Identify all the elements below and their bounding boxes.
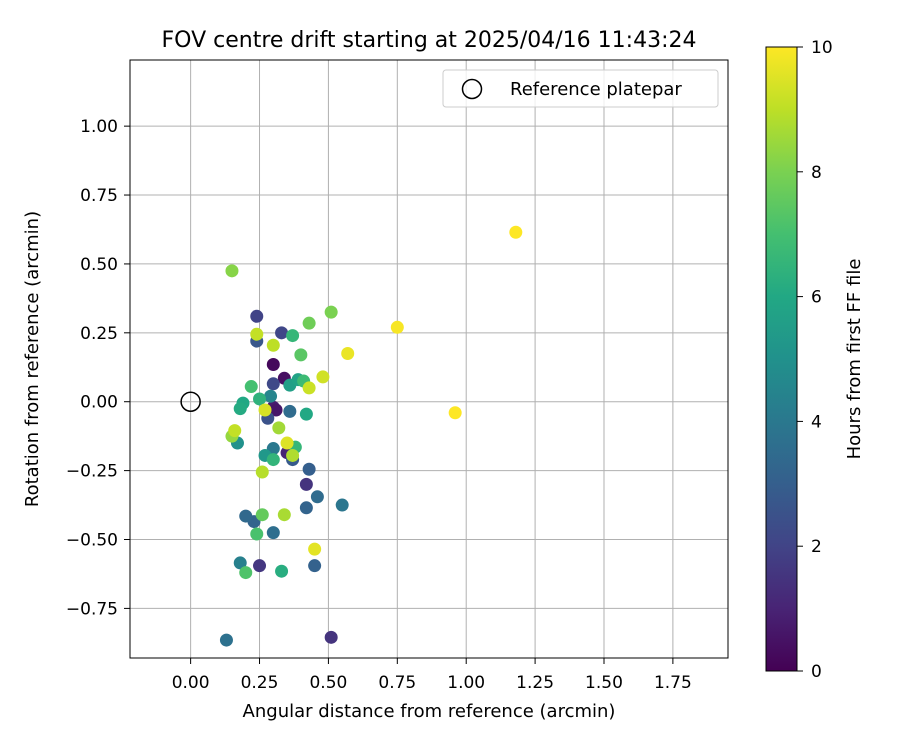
colorbar-gradient xyxy=(765,46,798,672)
data-point xyxy=(253,559,267,573)
data-point xyxy=(294,348,308,362)
legend-label-reference-platepar: Reference platepar xyxy=(510,79,682,100)
data-point xyxy=(286,448,300,462)
x-tick-label: 1.00 xyxy=(447,673,485,693)
data-point xyxy=(277,508,291,522)
data-point xyxy=(244,380,258,394)
x-tick-label: 1.75 xyxy=(654,673,692,693)
data-points xyxy=(219,225,523,647)
data-point xyxy=(250,327,264,341)
data-point xyxy=(239,566,253,580)
data-point xyxy=(280,436,294,450)
x-tick-label: 1.25 xyxy=(516,673,554,693)
data-point xyxy=(264,389,278,403)
colorbar-ticks: 0 2 4 6 8 10 xyxy=(797,38,833,682)
data-point xyxy=(233,556,247,570)
data-point xyxy=(308,542,322,556)
data-point xyxy=(225,264,239,278)
data-point xyxy=(299,501,313,515)
data-point xyxy=(275,564,289,578)
data-point xyxy=(233,402,247,416)
data-point xyxy=(272,421,286,435)
data-point xyxy=(219,633,233,647)
data-point xyxy=(266,526,280,540)
colorbar-tick-label: 8 xyxy=(811,163,822,183)
data-point xyxy=(324,630,338,644)
y-axis-ticks: −0.75 −0.50 −0.25 0.00 0.25 0.50 0.75 1.00 xyxy=(66,117,130,619)
data-point xyxy=(316,370,330,384)
data-point xyxy=(239,509,253,523)
data-point xyxy=(448,406,462,420)
x-tick-label: 0.00 xyxy=(172,673,210,693)
data-point xyxy=(335,498,349,512)
y-axis-label: Rotation from reference (arcmin) xyxy=(22,211,43,507)
y-tick-label: 1.00 xyxy=(80,117,118,137)
colorbar: 0 2 4 6 8 10 Hours from first FF file xyxy=(765,38,865,682)
data-point xyxy=(310,490,324,504)
y-tick-label: −0.50 xyxy=(66,531,118,551)
chart-title: FOV centre drift starting at 2025/04/16 … xyxy=(162,28,697,53)
y-tick-label: 0.75 xyxy=(80,186,118,206)
y-tick-label: −0.25 xyxy=(66,462,118,482)
colorbar-tick-label: 10 xyxy=(811,38,833,58)
data-point xyxy=(266,453,280,467)
data-point xyxy=(390,320,404,334)
data-point xyxy=(255,465,269,479)
plot-frame xyxy=(129,59,729,659)
data-point xyxy=(255,508,269,522)
data-point xyxy=(258,403,272,417)
data-point xyxy=(299,477,313,491)
reference-platepar-marker xyxy=(180,391,201,412)
y-tick-label: 0.25 xyxy=(80,324,118,344)
y-tick-label: 0.00 xyxy=(80,393,118,413)
data-point xyxy=(509,225,523,239)
data-point xyxy=(283,404,297,418)
data-point xyxy=(266,358,280,372)
colorbar-tick-label: 0 xyxy=(811,662,822,682)
y-tick-label: 0.50 xyxy=(80,255,118,275)
x-axis-label: Angular distance from reference (arcmin) xyxy=(243,701,616,722)
data-point xyxy=(308,559,322,573)
data-point xyxy=(302,462,316,476)
colorbar-tick-label: 4 xyxy=(811,412,822,432)
data-point xyxy=(324,305,338,319)
colorbar-label: Hours from first FF file xyxy=(844,259,865,460)
data-point xyxy=(341,346,355,360)
colorbar-tick-label: 6 xyxy=(811,288,822,308)
x-tick-label: 0.25 xyxy=(241,673,279,693)
data-point xyxy=(266,377,280,391)
x-tick-label: 0.75 xyxy=(378,673,416,693)
y-tick-label: −0.75 xyxy=(66,599,118,619)
data-point xyxy=(253,392,267,406)
data-point xyxy=(299,407,313,421)
data-point xyxy=(269,403,283,417)
colorbar-tick-label: 2 xyxy=(811,537,822,557)
grid-lines xyxy=(130,60,728,658)
data-point xyxy=(302,381,316,395)
data-point xyxy=(275,326,289,340)
x-axis-ticks: 0.00 0.25 0.50 0.75 1.00 1.25 1.50 1.75 xyxy=(172,658,692,693)
legend-box xyxy=(442,69,719,108)
legend-open-circle-icon xyxy=(461,78,483,100)
legend: Reference platepar xyxy=(442,69,719,108)
data-point xyxy=(250,309,264,323)
data-point xyxy=(302,316,316,330)
data-point xyxy=(250,527,264,541)
x-tick-label: 0.50 xyxy=(309,673,347,693)
data-point xyxy=(228,424,242,438)
data-point xyxy=(266,338,280,352)
data-point xyxy=(286,329,300,343)
x-tick-label: 1.50 xyxy=(585,673,623,693)
